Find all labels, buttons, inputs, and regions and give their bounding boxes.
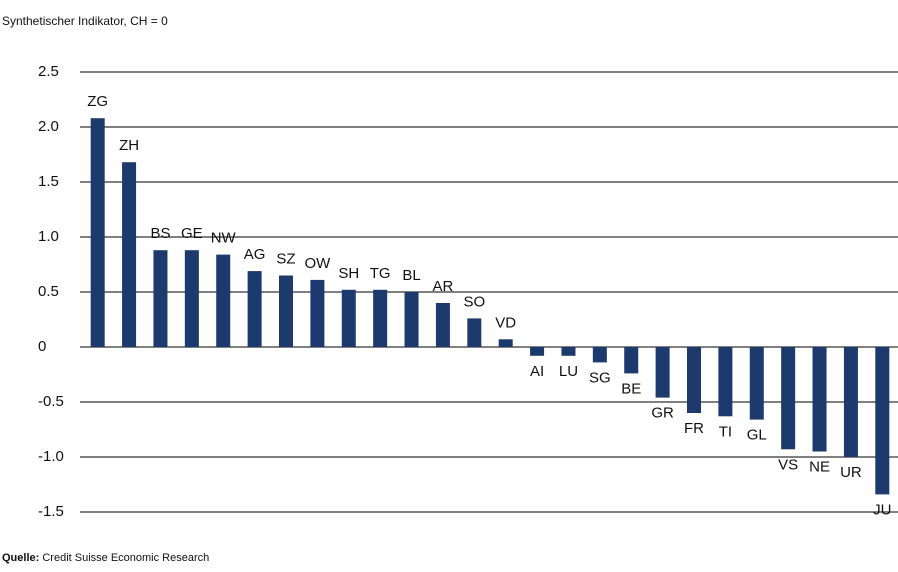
category-label: SO: [463, 293, 485, 310]
bar: [122, 162, 137, 347]
category-label: AR: [433, 278, 454, 295]
bar: [435, 303, 450, 347]
bar: [655, 347, 670, 398]
bar: [216, 254, 231, 347]
y-tick-label: 1.0: [38, 228, 59, 245]
y-tick-label: -1.5: [38, 503, 64, 520]
source: Quelle: Credit Suisse Economic Research: [2, 552, 209, 564]
category-label: BS: [150, 225, 170, 242]
y-tick-label: 2.0: [38, 118, 59, 135]
bar: [404, 292, 419, 347]
category-label: UR: [840, 464, 862, 481]
bar: [530, 347, 545, 356]
category-label: VD: [495, 314, 516, 331]
category-label: SG: [589, 369, 611, 386]
category-label: GE: [181, 225, 203, 242]
bar: [749, 347, 764, 420]
bar: [373, 289, 388, 347]
category-label: ZG: [87, 93, 108, 110]
y-tick-label: -0.5: [38, 393, 64, 410]
y-tick-label: 2.5: [38, 63, 59, 80]
bar: [341, 289, 356, 347]
category-label: TG: [370, 265, 391, 282]
bar: [279, 275, 293, 347]
category-label: ZH: [119, 137, 139, 154]
bar: [781, 347, 796, 450]
y-tick-label: 1.5: [38, 173, 59, 190]
category-label: LU: [559, 363, 578, 380]
category-label: VS: [778, 456, 798, 473]
bar: [875, 347, 890, 495]
bar: [90, 118, 105, 347]
category-label: NE: [809, 458, 830, 475]
y-tick-label: -1.0: [38, 448, 64, 465]
bar: [247, 271, 262, 347]
bar: [498, 339, 513, 347]
category-label: AG: [244, 246, 266, 263]
y-tick-label: 0: [38, 338, 46, 355]
bar: [153, 250, 168, 347]
category-label: NW: [211, 230, 237, 247]
category-label: SZ: [276, 250, 295, 267]
category-label: TI: [719, 423, 732, 440]
bar: [561, 347, 576, 356]
y-tick-label: 0.5: [38, 283, 59, 300]
bar: [310, 279, 325, 347]
source-text: Credit Suisse Economic Research: [42, 552, 209, 564]
category-label: GR: [651, 405, 674, 422]
bar: [687, 347, 701, 413]
category-label: FR: [684, 420, 704, 437]
chart-subtitle: Synthetischer Indikator, CH = 0: [2, 14, 168, 28]
bar: [184, 250, 199, 347]
category-label: GL: [747, 427, 767, 444]
bar: [467, 318, 482, 347]
category-label: BE: [621, 380, 641, 397]
bar: [843, 347, 858, 457]
category-label: JU: [873, 501, 891, 518]
bar: [718, 347, 733, 417]
bar: [812, 347, 827, 452]
bar: [592, 347, 607, 363]
category-label: BL: [402, 267, 420, 284]
category-label: AI: [530, 363, 544, 380]
category-label: OW: [304, 255, 331, 272]
bar: [624, 347, 639, 374]
category-label: SH: [338, 265, 359, 282]
source-label: Quelle:: [2, 552, 39, 564]
